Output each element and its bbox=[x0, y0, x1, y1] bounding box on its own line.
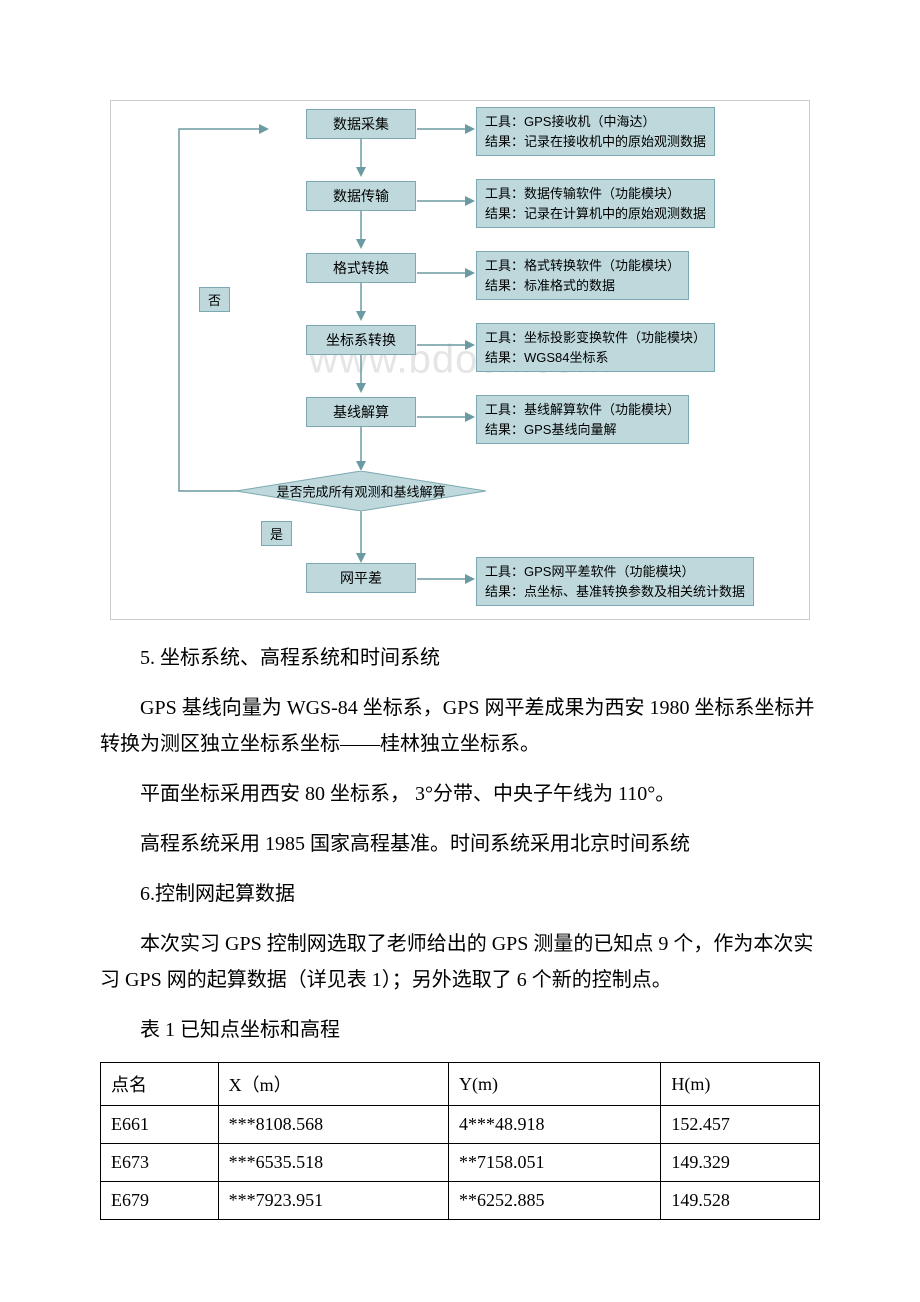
heading-5: 5. 坐标系统、高程系统和时间系统 bbox=[100, 640, 820, 676]
desc-baseline: 工具：基线解算软件（功能模块） 结果：GPS基线向量解 bbox=[476, 395, 689, 444]
arrow-down bbox=[351, 509, 371, 565]
desc-line2: 结果：点坐标、基准转换参数及相关统计数据 bbox=[485, 582, 745, 602]
step-label: 坐标系转换 bbox=[326, 330, 396, 350]
desc-line2: 结果：WGS84坐标系 bbox=[485, 348, 706, 368]
cell: ***6535.518 bbox=[218, 1144, 448, 1182]
arrow-right bbox=[417, 335, 477, 355]
step-label: 数据传输 bbox=[333, 186, 389, 206]
col-name: 点名 bbox=[101, 1063, 219, 1106]
label-yes: 是 bbox=[261, 521, 292, 546]
desc-line1: 工具：GPS接收机（中海达） bbox=[485, 112, 706, 132]
arrow-right bbox=[417, 119, 477, 139]
step-coord-convert: 坐标系转换 bbox=[306, 325, 416, 355]
arrow-down bbox=[351, 139, 371, 179]
arrow-right bbox=[417, 569, 477, 589]
arrow-down bbox=[351, 355, 371, 395]
table-row: E673 ***6535.518 **7158.051 149.329 bbox=[101, 1144, 820, 1182]
arrow-right bbox=[417, 191, 477, 211]
step-data-transfer: 数据传输 bbox=[306, 181, 416, 211]
flowchart-diagram: www.bdocx.com bbox=[110, 100, 810, 620]
desc-line1: 工具：数据传输软件（功能模块） bbox=[485, 184, 706, 204]
decision-diamond: 是否完成所有观测和基线解算 bbox=[236, 471, 486, 511]
cell: E679 bbox=[101, 1182, 219, 1220]
step-label: 基线解算 bbox=[333, 402, 389, 422]
desc-line1: 工具：GPS网平差软件（功能模块） bbox=[485, 562, 745, 582]
col-y: Y(m) bbox=[449, 1063, 661, 1106]
desc-line2: 结果：GPS基线向量解 bbox=[485, 420, 680, 440]
table-row: E661 ***8108.568 4***48.918 152.457 bbox=[101, 1106, 820, 1144]
heading-6: 6.控制网起算数据 bbox=[100, 876, 820, 912]
desc-adjustment: 工具：GPS网平差软件（功能模块） 结果：点坐标、基准转换参数及相关统计数据 bbox=[476, 557, 754, 606]
step-data-collect: 数据采集 bbox=[306, 109, 416, 139]
paragraph: GPS 基线向量为 WGS-84 坐标系，GPS 网平差成果为西安 1980 坐… bbox=[100, 690, 820, 762]
step-baseline: 基线解算 bbox=[306, 397, 416, 427]
desc-coord-convert: 工具：坐标投影变换软件（功能模块） 结果：WGS84坐标系 bbox=[476, 323, 715, 372]
desc-line2: 结果：记录在接收机中的原始观测数据 bbox=[485, 132, 706, 152]
step-adjustment: 网平差 bbox=[306, 563, 416, 593]
cell: ***8108.568 bbox=[218, 1106, 448, 1144]
step-label: 网平差 bbox=[340, 568, 382, 588]
desc-line1: 工具：坐标投影变换软件（功能模块） bbox=[485, 328, 706, 348]
desc-line1: 工具：基线解算软件（功能模块） bbox=[485, 400, 680, 420]
paragraph: 高程系统采用 1985 国家高程基准。时间系统采用北京时间系统 bbox=[100, 826, 820, 862]
step-label: 格式转换 bbox=[333, 258, 389, 278]
step-label: 数据采集 bbox=[333, 114, 389, 134]
table-row: E679 ***7923.951 **6252.885 149.528 bbox=[101, 1182, 820, 1220]
desc-data-collect: 工具：GPS接收机（中海达） 结果：记录在接收机中的原始观测数据 bbox=[476, 107, 715, 156]
cell: E661 bbox=[101, 1106, 219, 1144]
table-header-row: 点名 X（m） Y(m) H(m) bbox=[101, 1063, 820, 1106]
col-x: X（m） bbox=[218, 1063, 448, 1106]
cell: 152.457 bbox=[661, 1106, 820, 1144]
arrow-down bbox=[351, 211, 371, 251]
arrow-down bbox=[351, 283, 371, 323]
desc-line1: 工具：格式转换软件（功能模块） bbox=[485, 256, 680, 276]
label-no: 否 bbox=[199, 287, 230, 312]
desc-line2: 结果：记录在计算机中的原始观测数据 bbox=[485, 204, 706, 224]
decision-label: 是否完成所有观测和基线解算 bbox=[276, 482, 445, 501]
arrow-right bbox=[417, 263, 477, 283]
cell: **7158.051 bbox=[449, 1144, 661, 1182]
paragraph: 平面坐标采用西安 80 坐标系， 3°分带、中央子午线为 110°。 bbox=[100, 776, 820, 812]
cell: ***7923.951 bbox=[218, 1182, 448, 1220]
cell: E673 bbox=[101, 1144, 219, 1182]
desc-format-convert: 工具：格式转换软件（功能模块） 结果：标准格式的数据 bbox=[476, 251, 689, 300]
arrow-right bbox=[417, 407, 477, 427]
cell: 149.329 bbox=[661, 1144, 820, 1182]
paragraph: 本次实习 GPS 控制网选取了老师给出的 GPS 测量的已知点 9 个，作为本次… bbox=[100, 926, 820, 998]
table-caption: 表 1 已知点坐标和高程 bbox=[100, 1012, 820, 1048]
cell: 4***48.918 bbox=[449, 1106, 661, 1144]
step-format-convert: 格式转换 bbox=[306, 253, 416, 283]
desc-line2: 结果：标准格式的数据 bbox=[485, 276, 680, 296]
col-h: H(m) bbox=[661, 1063, 820, 1106]
known-points-table: 点名 X（m） Y(m) H(m) E661 ***8108.568 4***4… bbox=[100, 1062, 820, 1220]
arrow-down bbox=[351, 427, 371, 473]
cell: 149.528 bbox=[661, 1182, 820, 1220]
cell: **6252.885 bbox=[449, 1182, 661, 1220]
desc-data-transfer: 工具：数据传输软件（功能模块） 结果：记录在计算机中的原始观测数据 bbox=[476, 179, 715, 228]
